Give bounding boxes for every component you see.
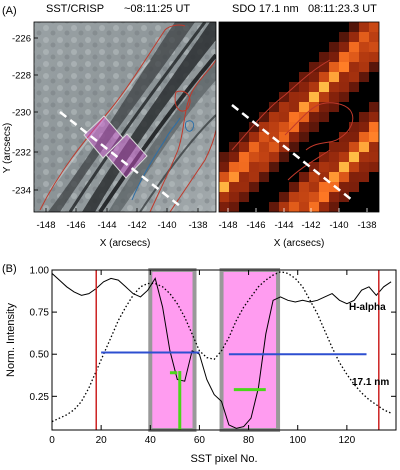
panel-a-ylabel: Y (arcsecs) bbox=[2, 123, 13, 173]
panel-a-xlabel-left: X (arcsecs) bbox=[100, 238, 151, 249]
sst-crisp-image bbox=[34, 22, 216, 212]
panel-a-axes: -226 -228 -230 -232 -234 -148 -146 -144 -142 -140… bbox=[12, 34, 377, 232]
panel-a-xtick-label: -148 bbox=[218, 220, 237, 231]
panel-a-xtick-label: -140 bbox=[329, 220, 348, 231]
panel-a-xtick-label: -138 bbox=[188, 220, 207, 231]
xtick-label: 80 bbox=[243, 435, 255, 446]
panel-a-ytick-label: -234 bbox=[12, 186, 31, 197]
panel-a-label: (A) bbox=[2, 5, 17, 17]
xtick-label: 120 bbox=[339, 435, 356, 446]
highlight-band-2 bbox=[219, 268, 281, 432]
xtick-label: 40 bbox=[145, 435, 157, 446]
panel-b-ylabel: Norm. Intensity bbox=[5, 303, 17, 377]
panel-a-ytick-label: -230 bbox=[12, 108, 31, 119]
right-image-time: 08:11:23.3 UT bbox=[308, 3, 377, 15]
panel-a-ytick-label: -232 bbox=[12, 148, 31, 159]
xtick-label: 20 bbox=[96, 435, 108, 446]
panel-a-xtick-label: -138 bbox=[357, 220, 376, 231]
panel-b-xlabel: SST pixel No. bbox=[190, 453, 257, 465]
panel-a-xlabel-right: X (arcsecs) bbox=[274, 238, 325, 249]
ytick-label: 1.00 bbox=[30, 266, 50, 277]
xtick-label: 0 bbox=[49, 435, 55, 446]
xtick-label: 100 bbox=[289, 435, 306, 446]
ytick-label: 0.50 bbox=[30, 350, 50, 361]
panel-a-ytick-label: -226 bbox=[12, 34, 31, 45]
ytick-label: 0.75 bbox=[30, 308, 50, 319]
series-line-halpha bbox=[52, 273, 392, 429]
halpha-legend-label: H-alpha bbox=[349, 302, 386, 313]
panel-a-xtick-label: -142 bbox=[301, 220, 320, 231]
panel-a-xtick-label: -144 bbox=[274, 220, 293, 231]
panel-a-xtick-label: -146 bbox=[66, 220, 85, 231]
panel-a-xtick-label: -144 bbox=[97, 220, 116, 231]
highlight-band-1 bbox=[148, 268, 197, 432]
panel-b-label: (B) bbox=[2, 263, 17, 275]
ytick-label: 0.25 bbox=[30, 392, 50, 403]
panel-a-xtick-label: -140 bbox=[157, 220, 176, 231]
panel-a-xtick-label: -146 bbox=[246, 220, 265, 231]
right-image-title: SDO 17.1 nm bbox=[232, 3, 299, 15]
roi-box-2 bbox=[105, 133, 148, 179]
xtick-label: 60 bbox=[194, 435, 206, 446]
left-image-time: ~08:11:25 UT bbox=[124, 3, 190, 15]
aia-legend-label: 17.1 nm bbox=[352, 377, 389, 388]
left-image-title: SST/CRISP bbox=[46, 3, 104, 15]
panel-a-xtick-label: -148 bbox=[36, 220, 55, 231]
sdo-aia-image bbox=[219, 22, 379, 212]
series-line-aia-171 bbox=[52, 271, 392, 423]
plot-frame bbox=[51, 269, 397, 431]
intensity-plot: 0 20 40 60 80 100 120 1.00 0.75 0.50 0.25 bbox=[30, 266, 397, 446]
panel-a-ytick-label: -228 bbox=[12, 71, 31, 82]
panel-a-xtick-label: -142 bbox=[127, 220, 146, 231]
